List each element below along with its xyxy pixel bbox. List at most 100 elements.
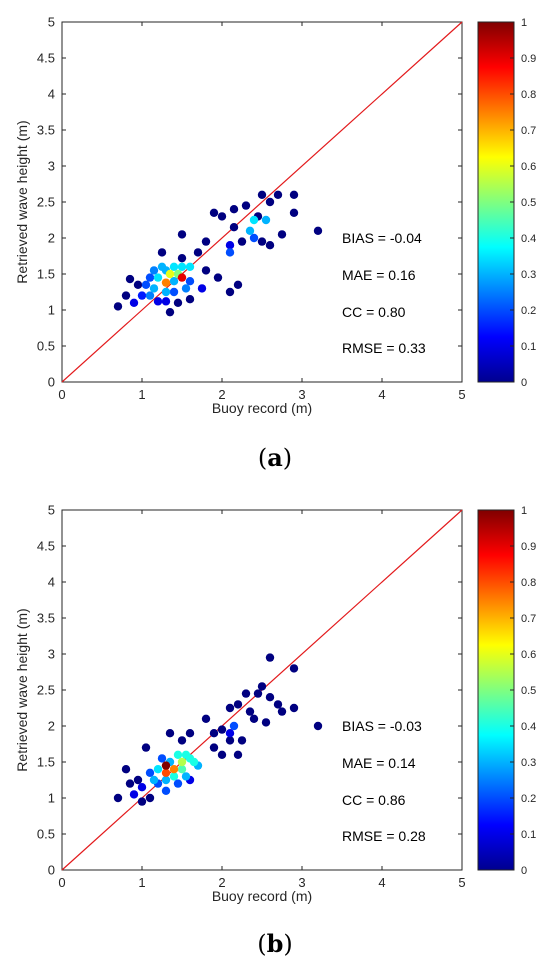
colorbar-tick-label: 0.6: [521, 161, 536, 173]
y-tick-label: 1: [48, 791, 55, 806]
colorbar-tick-label: 0.3: [521, 269, 536, 281]
colorbar-tick-label: 0.4: [521, 233, 536, 245]
data-point: [169, 262, 179, 271]
y-tick-label: 0.5: [37, 339, 55, 354]
x-tick-label: 1: [138, 387, 145, 402]
data-point: [233, 280, 243, 289]
panel-letter: a: [267, 443, 283, 472]
stat-bias: BIAS = -0.04: [342, 230, 422, 246]
data-point: [133, 775, 143, 785]
y-tick-label: 4.5: [37, 539, 55, 554]
data-point: [169, 765, 179, 774]
x-tick-label: 2: [218, 387, 225, 402]
y-tick-label: 2.5: [37, 195, 55, 210]
colorbar-tick-label: 1: [521, 505, 527, 517]
data-point: [241, 689, 251, 698]
data-point: [161, 786, 171, 795]
data-point: [289, 208, 299, 217]
data-point: [233, 700, 243, 709]
data-point: [253, 689, 263, 698]
colorbar-tick-label: 1: [521, 17, 527, 29]
data-point: [225, 729, 235, 738]
data-point: [169, 287, 179, 297]
data-point: [157, 754, 167, 763]
data-point: [313, 721, 323, 731]
data-point: [137, 291, 147, 300]
colorbar-tick-label: 0.9: [521, 53, 536, 65]
data-point: [193, 248, 203, 257]
colorbar-tick-label: 0.5: [521, 685, 536, 697]
data-point: [161, 287, 171, 297]
stat-cc: CC = 0.86: [342, 792, 406, 808]
colorbar-tick-label: 0.7: [521, 125, 536, 137]
data-point: [245, 707, 255, 716]
data-point: [277, 230, 287, 239]
reference-line: [61, 21, 463, 383]
data-point: [217, 212, 227, 221]
data-point: [165, 269, 175, 279]
colorbar-tick-label: 0.8: [521, 89, 536, 101]
data-point: [225, 736, 235, 745]
data-point: [149, 775, 159, 785]
panel-label: (a): [258, 443, 292, 472]
panel-b: 0 1 2 3 4 5 0 0.5 1 1.5 2 2.5 3 3.5 4 4.5 5 Buoy record …: [14, 503, 536, 959]
colorbar: [477, 21, 515, 383]
data-point: [169, 277, 179, 286]
data-point: [177, 253, 187, 263]
colorbar-tick-label: 0.1: [521, 341, 536, 353]
data-point: [125, 779, 135, 788]
x-axis-label: Buoy record (m): [212, 400, 312, 416]
data-point: [289, 703, 299, 713]
data-point: [265, 693, 275, 702]
data-point: [261, 718, 271, 727]
y-tick-label: 5: [48, 503, 55, 518]
data-point: [209, 729, 219, 738]
data-point: [313, 226, 323, 235]
data-point: [185, 262, 195, 271]
data-point: [145, 273, 155, 282]
data-point: [189, 757, 199, 767]
data-point: [213, 273, 223, 282]
data-point: [153, 273, 163, 282]
stat-mae: MAE = 0.16: [342, 267, 416, 283]
data-point: [161, 278, 171, 287]
data-point: [249, 233, 259, 243]
data-point: [185, 729, 195, 738]
data-point: [265, 241, 275, 250]
data-point: [153, 297, 163, 306]
stat-mae: MAE = 0.14: [342, 755, 416, 771]
data-point: [289, 664, 299, 673]
colorbar-tick-label: 0: [521, 865, 527, 877]
colorbar-tick-label: 0.5: [521, 197, 536, 209]
stats-box: BIAS = -0.03 MAE = 0.14 CC = 0.86 RMSE =…: [342, 718, 426, 844]
y-axis-label: Retrieved wave height (m): [14, 608, 30, 771]
data-point: [173, 779, 183, 788]
data-point: [129, 790, 139, 799]
stat-cc: CC = 0.80: [342, 304, 406, 320]
data-point: [121, 291, 131, 300]
colorbar-tick-label: 0.6: [521, 649, 536, 661]
y-tick-label: 5: [48, 15, 55, 30]
tick-group: 0 1 2 3 4 5 0 0.5 1 1.5 2 2.5 3 3.5 4 4.5 5: [37, 503, 466, 891]
x-tick-label: 3: [298, 387, 305, 402]
x-tick-label: 2: [218, 875, 225, 890]
data-point: [177, 262, 187, 271]
data-point: [245, 226, 255, 235]
panel-letter: b: [267, 929, 284, 958]
colorbar-tick-label: 0.2: [521, 793, 536, 805]
y-tick-label: 0.5: [37, 827, 55, 842]
data-point: [225, 703, 235, 713]
data-point: [241, 201, 251, 210]
y-tick-label: 3.5: [37, 123, 55, 138]
data-point: [165, 729, 175, 738]
y-tick-label: 3: [48, 647, 55, 662]
data-point: [225, 248, 235, 257]
data-point: [141, 743, 151, 752]
y-tick-label: 2: [48, 719, 55, 734]
y-tick-label: 3: [48, 159, 55, 174]
y-tick-label: 0: [48, 375, 55, 390]
data-point: [161, 768, 171, 777]
panel-label: (b): [257, 929, 293, 958]
data-point: [173, 298, 183, 307]
data-point: [177, 230, 187, 239]
